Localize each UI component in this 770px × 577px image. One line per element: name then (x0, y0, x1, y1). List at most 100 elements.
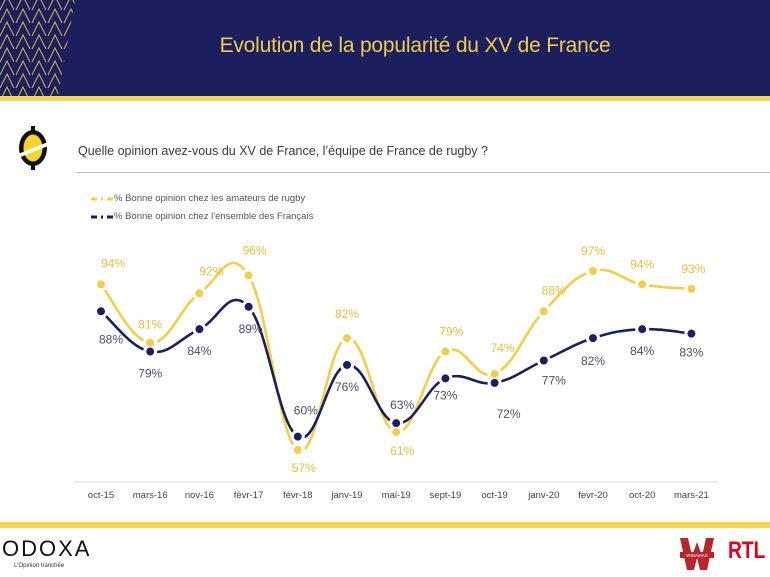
point-all-2 (195, 325, 204, 334)
winamax-text: WINAMAX (686, 553, 708, 558)
data-label-rugby-9: 88% (542, 283, 566, 297)
data-label-rugby-11: 94% (630, 257, 654, 271)
point-rugby-3 (244, 271, 253, 280)
x-tick-label: févr-18 (283, 490, 313, 501)
legend-swatch-rugby (91, 197, 113, 200)
point-rugby-6 (392, 428, 401, 437)
chevron-stroke (15, 20, 31, 37)
chevron-stroke (0, 7, 15, 24)
odoxa-logo: ODOXA (2, 536, 92, 561)
data-label-rugby-1: 81% (138, 318, 162, 332)
chevron-stroke (63, 0, 75, 11)
data-label-all-6: 63% (390, 398, 414, 412)
footer-accent-bar (0, 522, 770, 528)
point-all-11 (638, 325, 647, 334)
chevron-stroke (15, 7, 31, 24)
data-label-all-0: 88% (99, 332, 123, 346)
point-all-6 (392, 419, 401, 428)
data-label-rugby-2: 92% (199, 264, 223, 278)
data-label-all-9: 77% (542, 374, 566, 388)
chevron-stroke (1, 85, 13, 96)
chevron-stroke (47, 59, 63, 76)
point-rugby-1 (146, 338, 155, 347)
winamax-logo: WINAMAX (680, 538, 714, 570)
page-title: Evolution de la popularité du XV de Fran… (219, 34, 611, 57)
point-rugby-10 (589, 267, 597, 275)
point-rugby-4 (293, 446, 302, 454)
x-tick-label: mars-16 (133, 490, 168, 501)
data-label-all-8: 72% (497, 407, 521, 421)
chevron-stroke (63, 7, 75, 24)
chevron-stroke (31, 7, 47, 24)
chevron-stroke (15, 46, 31, 63)
point-all-0 (97, 307, 105, 316)
data-label-all-7: 73% (433, 388, 457, 402)
chevron-stroke (0, 46, 15, 63)
divider (76, 172, 770, 173)
data-label-rugby-3: 96% (243, 243, 267, 257)
data-label-all-5: 76% (335, 380, 359, 394)
point-rugby-8 (490, 369, 499, 378)
x-tick-label: janv-20 (527, 490, 559, 501)
point-rugby-11 (638, 280, 647, 289)
chevron-stroke (31, 46, 47, 63)
data-label-all-1: 79% (138, 367, 162, 381)
legend-swatch-all (91, 215, 113, 218)
x-tick-label: oct-19 (481, 490, 507, 501)
point-all-5 (343, 360, 351, 369)
chevron-pattern-icon (0, 0, 75, 96)
legend-item-rugby: % Bonne opinion chez les amateurs de rug… (90, 193, 305, 204)
point-all-10 (589, 334, 597, 343)
chevron-stroke (0, 72, 15, 89)
data-label-rugby-4: 57% (292, 461, 316, 475)
data-label-rugby-0: 94% (101, 256, 125, 270)
chevron-stroke (0, 33, 15, 50)
chevron-stroke (47, 7, 63, 24)
point-all-12 (687, 329, 696, 338)
x-tick-label: oct-20 (629, 490, 655, 501)
odoxa-coin-icon (18, 126, 48, 170)
point-rugby-2 (195, 289, 204, 298)
legend-label-all: % Bonne opinion chez l'ensemble des Fran… (114, 211, 314, 222)
header-accent-bar (0, 96, 770, 101)
chevron-stroke (33, 85, 45, 96)
chevron-stroke (0, 20, 15, 37)
chevron-stroke (17, 85, 29, 96)
x-tick-label: févr-17 (234, 490, 264, 501)
point-rugby-7 (441, 347, 450, 356)
chevron-stroke (47, 72, 63, 89)
legend-item-all: % Bonne opinion chez l'ensemble des Fran… (90, 211, 313, 222)
data-label-all-11: 84% (630, 344, 654, 358)
chevron-stroke (15, 59, 31, 76)
x-tick-label: janv-19 (330, 490, 362, 501)
chevron-stroke (47, 33, 63, 50)
x-tick-label: sept-19 (430, 490, 462, 501)
chevron-stroke (47, 46, 63, 63)
chevron-stroke (47, 0, 63, 11)
data-label-all-3: 89% (239, 322, 263, 336)
chevron-stroke (0, 59, 15, 76)
data-label-rugby-7: 79% (439, 325, 463, 339)
chevron-stroke (49, 85, 61, 96)
data-label-rugby-8: 74% (491, 341, 515, 355)
point-all-9 (539, 356, 548, 365)
rtl-logo: RTL (728, 537, 766, 564)
chevron-stroke (31, 59, 47, 76)
point-rugby-5 (343, 334, 351, 343)
chevron-stroke (15, 72, 31, 89)
chevron-stroke (47, 20, 63, 37)
point-all-4 (293, 432, 302, 441)
point-all-8 (490, 378, 499, 387)
data-label-all-4: 60% (294, 404, 318, 418)
x-tick-label: nov-16 (185, 490, 214, 501)
data-label-all-10: 82% (581, 354, 605, 368)
point-rugby-0 (97, 280, 105, 289)
data-label-rugby-5: 82% (335, 307, 359, 321)
x-tick-label: mars-21 (674, 490, 709, 501)
data-label-all-2: 84% (187, 344, 211, 358)
data-label-rugby-12: 93% (681, 262, 705, 276)
chevron-stroke (31, 0, 47, 11)
data-label-rugby-10: 97% (581, 244, 605, 258)
survey-question: Quelle opinion avez-vous du XV de France… (78, 144, 488, 158)
